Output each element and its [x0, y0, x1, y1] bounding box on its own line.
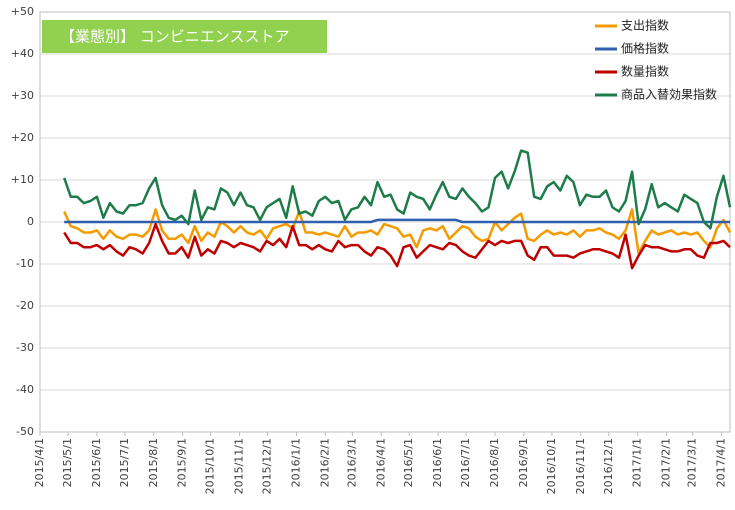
x-tick-label: 2015/10/1 — [204, 438, 217, 494]
series-line — [63, 208, 732, 255]
y-tick-label: -10 — [16, 257, 34, 270]
legend-label: 数量指数 — [621, 64, 669, 79]
x-tick-label: 2016/10/1 — [545, 438, 558, 494]
y-tick-label: -40 — [16, 383, 34, 396]
y-tick-label: -20 — [16, 299, 34, 312]
x-tick-label: 2016/8/1 — [488, 438, 501, 487]
x-tick-label: 2015/11/1 — [233, 438, 246, 494]
series-line — [63, 222, 731, 270]
y-tick-label: +40 — [11, 47, 34, 60]
legend-label: 商品入替効果指数 — [621, 87, 717, 102]
x-tick-label: 2017/3/1 — [686, 438, 699, 487]
x-tick-label: 2015/8/1 — [147, 438, 160, 487]
x-tick-label: 2016/1/1 — [289, 438, 302, 487]
series-line — [64, 218, 730, 224]
x-tick-label: 2017/2/1 — [660, 438, 673, 487]
y-tick-label: +20 — [11, 131, 34, 144]
x-tick-label: 2016/3/1 — [345, 438, 358, 487]
series-line — [63, 149, 732, 230]
x-tick-label: 2016/12/1 — [602, 438, 615, 494]
title-box — [42, 20, 327, 53]
chart-title: 【業態別】 コンビニエンスストア — [60, 28, 289, 46]
x-tick-label: 2015/6/1 — [90, 438, 103, 487]
x-tick-label: 2016/5/1 — [402, 438, 415, 487]
y-tick-label: -50 — [16, 425, 34, 438]
y-tick-label: -30 — [16, 341, 34, 354]
legend-label: 支出指数 — [621, 18, 669, 33]
x-tick-label: 2015/12/1 — [261, 438, 274, 494]
x-tick-label: 2015/7/1 — [118, 438, 131, 487]
x-tick-label: 2015/4/1 — [33, 438, 46, 487]
x-tick-label: 2015/9/1 — [176, 438, 189, 487]
x-tick-label: 2016/11/1 — [574, 438, 587, 494]
legend-label: 価格指数 — [621, 41, 669, 56]
y-tick-label: +10 — [11, 173, 34, 186]
y-tick-label: +30 — [11, 89, 34, 102]
y-tick-label: +50 — [11, 5, 34, 18]
x-tick-label: 2016/2/1 — [318, 438, 331, 487]
x-tick-label: 2016/7/1 — [459, 438, 472, 487]
x-tick-label: 2017/1/1 — [631, 438, 644, 487]
y-tick-label: 0 — [27, 215, 34, 228]
x-tick-label: 2017/4/1 — [715, 438, 728, 487]
x-tick-label: 2016/6/1 — [431, 438, 444, 487]
x-tick-label: 2015/5/1 — [61, 438, 74, 487]
x-tick-label: 2016/9/1 — [517, 438, 530, 487]
x-tick-label: 2016/4/1 — [374, 438, 387, 487]
